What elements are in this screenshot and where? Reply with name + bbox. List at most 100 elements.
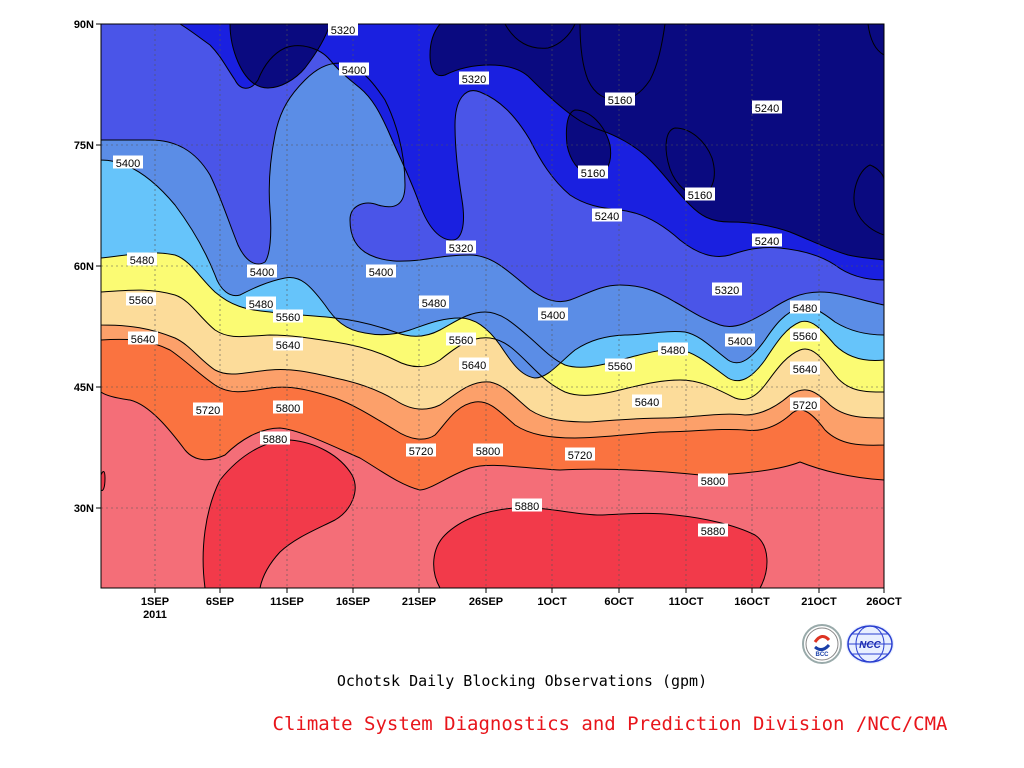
- contour-label-5880: 5880: [260, 431, 290, 446]
- chart-title: Ochotsk Daily Blocking Observations (gpm…: [336, 672, 708, 690]
- x-tick-label-7: 6OCT: [604, 596, 634, 608]
- svg-text:5720: 5720: [409, 446, 433, 458]
- low-center-5: [867, 24, 884, 56]
- svg-text:5160: 5160: [608, 95, 632, 107]
- svg-text:5640: 5640: [793, 364, 817, 376]
- svg-text:5240: 5240: [755, 236, 779, 248]
- y-axis: 30N 45N 60N 75N 90N: [74, 19, 101, 515]
- contour-label-5480: 5480: [658, 342, 688, 357]
- contour-line-3: [101, 24, 884, 423]
- contour-labels: 5160 5160 5160 5240 5240 5240 5320 5320 5320 5320…: [113, 22, 820, 538]
- svg-text:5160: 5160: [581, 168, 605, 180]
- contour-label-5400: 5400: [538, 307, 568, 322]
- svg-text:5480: 5480: [422, 298, 446, 310]
- contour-line-6: [101, 24, 884, 379]
- contour-band-5160-10: [230, 24, 330, 88]
- contour-label-5560: 5560: [126, 292, 156, 307]
- svg-text:5400: 5400: [369, 267, 393, 279]
- svg-text:5800: 5800: [276, 403, 300, 415]
- ncc-logo-icon: NCC: [846, 624, 894, 664]
- svg-text:BCC: BCC: [816, 652, 830, 658]
- contour-line-9: [101, 24, 884, 261]
- high-center-1: [433, 507, 768, 588]
- svg-text:5480: 5480: [793, 303, 817, 315]
- contour-label-5560: 5560: [446, 332, 476, 347]
- contour-label-5480: 5480: [127, 252, 157, 267]
- x-tick-label-0: 1SEP: [141, 596, 169, 608]
- x-tick-year: 2011: [143, 609, 167, 621]
- contour-label-5640: 5640: [273, 337, 303, 352]
- svg-text:5560: 5560: [129, 295, 153, 307]
- contour-label-5800: 5800: [698, 473, 728, 488]
- low-center-3: [853, 164, 884, 236]
- contour-label-5640: 5640: [459, 357, 489, 372]
- svg-text:5560: 5560: [793, 331, 817, 343]
- svg-text:5400: 5400: [250, 267, 274, 279]
- contour-label-5320: 5320: [712, 282, 742, 297]
- contour-label-5720: 5720: [790, 397, 820, 412]
- svg-text:5800: 5800: [701, 476, 725, 488]
- contour-label-5880: 5880: [698, 523, 728, 538]
- y-tick-label-4: 90N: [74, 19, 94, 31]
- y-tick-label-2: 60N: [74, 261, 94, 273]
- contour-line-8: [101, 24, 884, 281]
- x-tick-label-5: 26SEP: [469, 596, 503, 608]
- svg-text:5880: 5880: [515, 501, 539, 513]
- contour-line-5: [101, 24, 884, 382]
- svg-text:5640: 5640: [635, 397, 659, 409]
- svg-text:5560: 5560: [276, 312, 300, 324]
- x-tick-label-11: 26OCT: [866, 596, 902, 608]
- contour-label-5480: 5480: [790, 300, 820, 315]
- svg-text:5560: 5560: [449, 335, 473, 347]
- contour-label-5640: 5640: [128, 331, 158, 346]
- contour-label-5320: 5320: [459, 71, 489, 86]
- bcc-logo-graphic: BCC: [805, 627, 839, 661]
- svg-text:5720: 5720: [568, 450, 592, 462]
- svg-text:5880: 5880: [701, 526, 725, 538]
- contour-label-5400: 5400: [113, 155, 143, 170]
- contour-label-5560: 5560: [605, 358, 635, 373]
- contour-label-5320: 5320: [446, 240, 476, 255]
- svg-text:5720: 5720: [793, 400, 817, 412]
- svg-text:5640: 5640: [462, 360, 486, 372]
- svg-text:5400: 5400: [116, 158, 140, 170]
- contour-label-5160: 5160: [578, 165, 608, 180]
- svg-text:5720: 5720: [196, 405, 220, 417]
- high-center-0: [202, 439, 356, 588]
- contour-label-5720: 5720: [565, 447, 595, 462]
- contour-label-5160: 5160: [685, 187, 715, 202]
- x-tick-label-6: 1OCT: [537, 596, 567, 608]
- contour-label-5240: 5240: [592, 208, 622, 223]
- svg-text:5640: 5640: [131, 334, 155, 346]
- svg-text:5320: 5320: [715, 285, 739, 297]
- x-tick-label-8: 11OCT: [669, 596, 704, 608]
- contour-band-5160-9: [101, 24, 884, 260]
- svg-text:5320: 5320: [462, 74, 486, 86]
- y-tick-label-3: 75N: [74, 140, 94, 152]
- x-tick-label-10: 21OCT: [801, 596, 837, 608]
- y-tick-label-1: 45N: [74, 382, 94, 394]
- contour-line-1: [101, 24, 884, 491]
- credit-text: Climate System Diagnostics and Predictio…: [272, 713, 948, 735]
- svg-text:NCC: NCC: [859, 640, 881, 651]
- contour-label-5640: 5640: [632, 394, 662, 409]
- svg-text:5400: 5400: [342, 65, 366, 77]
- contour-label-5240: 5240: [752, 100, 782, 115]
- svg-text:5160: 5160: [688, 190, 712, 202]
- contour-line-2: [101, 24, 884, 446]
- svg-text:5640: 5640: [276, 340, 300, 352]
- svg-text:5240: 5240: [755, 103, 779, 115]
- contour-line-7: [101, 24, 884, 327]
- contour-label-5720: 5720: [406, 443, 436, 458]
- contour-label-5640: 5640: [790, 361, 820, 376]
- contour-line-10: [229, 24, 331, 89]
- contour-label-5400: 5400: [339, 62, 369, 77]
- contour-label-5160: 5160: [605, 92, 635, 107]
- svg-text:5320: 5320: [331, 25, 355, 37]
- svg-text:5480: 5480: [130, 255, 154, 267]
- contour-label-5240: 5240: [752, 233, 782, 248]
- ncc-logo-graphic: NCC: [847, 625, 893, 663]
- x-tick-label-2: 11SEP: [270, 596, 304, 608]
- plot-frame: [100, 23, 885, 589]
